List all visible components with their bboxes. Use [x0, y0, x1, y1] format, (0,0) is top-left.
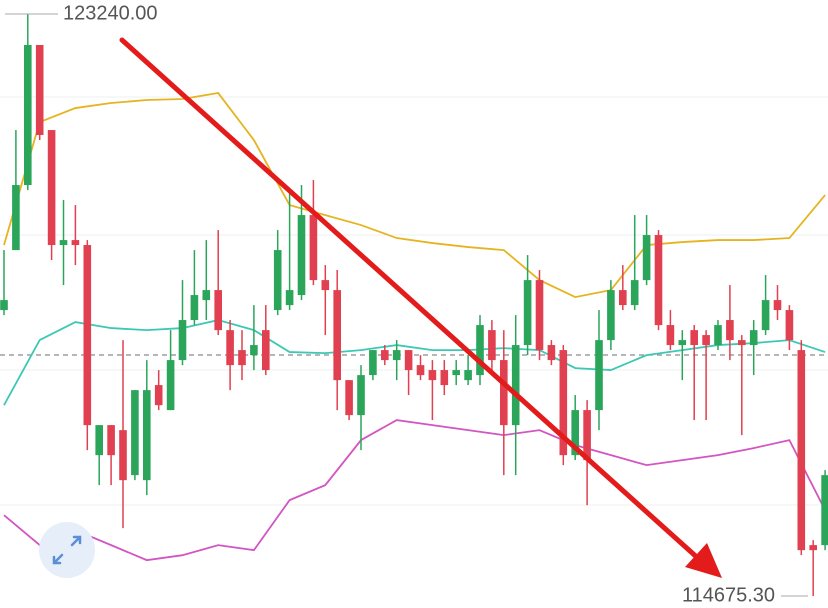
candle-body: [619, 290, 627, 306]
candle-body: [523, 280, 532, 346]
candle-body: [285, 290, 294, 306]
candle-body: [630, 280, 639, 306]
candle-body: [381, 350, 389, 361]
candle-body: [190, 295, 199, 321]
band-line: [3, 419, 826, 562]
candle-body: [500, 360, 508, 426]
bands: [3, 92, 826, 562]
candle-body: [642, 235, 651, 281]
candle-body: [59, 240, 68, 246]
grid: [0, 96, 828, 506]
candle-body: [464, 370, 472, 381]
trend-arrow: [119, 37, 722, 578]
extreme-labels: 123240.00 114675.30: [5, 2, 808, 606]
candle-body: [714, 325, 722, 346]
band-line: [3, 92, 826, 299]
candle-body: [143, 390, 151, 481]
candle-body: [24, 44, 32, 186]
max-label: 123240.00: [63, 2, 158, 24]
candle-body: [797, 350, 806, 551]
candle-body: [166, 360, 175, 411]
candle-body: [678, 340, 687, 346]
candle-body: [583, 410, 591, 461]
candle-body: [428, 370, 437, 381]
band-line: [3, 319, 826, 406]
candle-body: [547, 345, 556, 361]
candle-body: [0, 300, 8, 311]
candle-body: [654, 235, 663, 326]
candle-body: [785, 310, 794, 341]
candle-body: [749, 330, 758, 346]
candle-body: [357, 375, 365, 416]
candle-body: [95, 425, 103, 456]
candle-body: [345, 380, 353, 416]
candle-body: [761, 300, 770, 331]
candle-body: [214, 290, 222, 331]
candle-body: [273, 250, 282, 311]
candle-body: [488, 330, 496, 361]
expand-button[interactable]: [39, 522, 95, 578]
candle-body: [83, 245, 92, 426]
candle-body: [107, 425, 115, 456]
candle-body: [511, 345, 520, 426]
candle-body: [666, 325, 675, 346]
candle-body: [226, 330, 234, 366]
candle-body: [47, 130, 56, 246]
candle-body: [309, 215, 318, 281]
candle-body: [559, 350, 568, 456]
candle-body: [71, 240, 80, 246]
candle-body: [321, 280, 330, 291]
candle-body: [131, 390, 139, 476]
candle-body: [571, 410, 579, 456]
candle-body: [773, 300, 782, 311]
candle-body: [702, 335, 710, 346]
candles: [0, 14, 828, 596]
candle-body: [452, 370, 460, 376]
candle-body: [119, 430, 127, 481]
expand-circle[interactable]: [39, 522, 95, 578]
candle-body: [333, 290, 341, 381]
expand-icon[interactable]: [52, 535, 82, 565]
candle-body: [535, 280, 544, 351]
candle-body: [12, 185, 20, 251]
candle-body: [262, 330, 270, 371]
candle-body: [607, 290, 615, 341]
arrow-line: [119, 37, 703, 563]
candle-body: [392, 350, 401, 361]
candle-body: [726, 320, 734, 341]
candle-body: [476, 325, 484, 376]
candle-body: [35, 44, 44, 136]
candle-body: [154, 385, 163, 406]
candle-body: [690, 330, 698, 346]
candle-body: [178, 320, 187, 361]
min-label: 114675.30: [682, 584, 775, 606]
candle-body: [297, 215, 306, 296]
candle-body: [369, 350, 377, 376]
candle-body: [440, 370, 449, 386]
candle-body: [821, 475, 828, 546]
candle-body: [809, 545, 817, 551]
arrow-head: [685, 543, 722, 578]
candle-body: [738, 340, 746, 346]
candle-body: [404, 350, 413, 371]
candle-body: [202, 290, 211, 301]
candle-body: [250, 345, 258, 356]
candle-body: [238, 350, 246, 366]
candle-body: [416, 365, 425, 376]
candle-body: [595, 340, 603, 411]
